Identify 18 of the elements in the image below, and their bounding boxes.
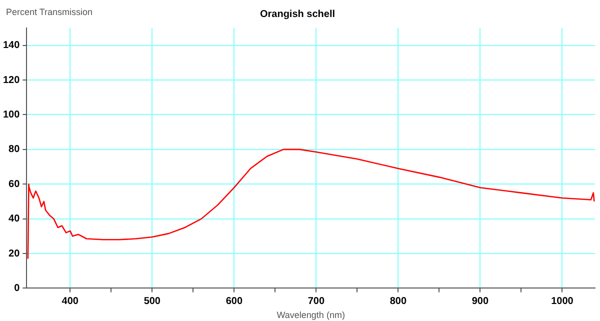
y-tick-label: 120 xyxy=(2,74,20,86)
y-tick-label: 40 xyxy=(8,214,20,225)
y-tick-label: 80 xyxy=(8,144,20,156)
y-tick-label: 100 xyxy=(2,109,20,120)
y-tick-label: 60 xyxy=(8,178,20,190)
x-tick-label: 900 xyxy=(472,296,489,307)
x-tick-label: 500 xyxy=(144,296,161,307)
y-tick-label: 0 xyxy=(14,282,20,294)
chart-title: Orangish schell xyxy=(260,8,336,20)
y-axis-title: Percent Transmission xyxy=(6,6,93,17)
x-tick-label: 700 xyxy=(308,296,325,307)
x-tick-label: 800 xyxy=(390,296,407,307)
x-tick-label: 600 xyxy=(226,296,243,307)
x-axis-title: Wavelength (nm) xyxy=(276,310,345,320)
x-tick-label: 1000 xyxy=(551,296,574,307)
y-tick-label: 140 xyxy=(2,40,20,52)
y-tick-label: 20 xyxy=(8,248,20,260)
x-tick-label: 400 xyxy=(62,296,79,307)
